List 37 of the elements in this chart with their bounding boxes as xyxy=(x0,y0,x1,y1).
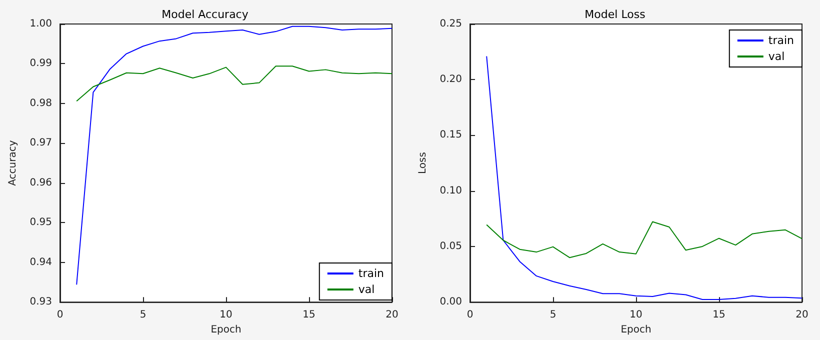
x-tick-label: 15 xyxy=(712,310,726,321)
x-tick-label: 5 xyxy=(550,310,556,321)
y-tick-label: 0.93 xyxy=(30,296,52,308)
line-series xyxy=(76,26,392,286)
legend-label: val xyxy=(768,50,785,63)
y-axis-title: Accuracy xyxy=(8,140,18,186)
y-tick-label: 1.00 xyxy=(30,18,52,30)
x-tick-label: 20 xyxy=(386,310,398,321)
chart-title: Model Accuracy xyxy=(162,8,249,21)
y-tick-label: 0.25 xyxy=(440,18,462,30)
y-tick-label: 0.15 xyxy=(440,130,462,141)
y-tick-label: 0.20 xyxy=(440,74,462,86)
x-tick-label: 5 xyxy=(140,310,146,321)
x-tick-label: 20 xyxy=(796,310,808,321)
y-tick-label: 0.95 xyxy=(30,217,52,228)
y-tick-label: 0.10 xyxy=(440,185,462,196)
x-tick-label: 15 xyxy=(302,310,316,321)
line-series xyxy=(486,221,802,258)
legend-label: val xyxy=(358,283,375,296)
y-tick-label: 0.98 xyxy=(30,98,52,109)
x-tick-label: 0 xyxy=(56,310,64,321)
x-axis-title: Epoch xyxy=(210,324,242,336)
legend-label: train xyxy=(358,267,384,280)
y-tick-label: 0.94 xyxy=(30,256,52,268)
y-tick-label: 0.00 xyxy=(440,296,462,308)
y-tick-label: 0.97 xyxy=(30,138,52,149)
x-tick-label: 10 xyxy=(630,310,642,321)
x-axis-title: Epoch xyxy=(620,324,652,336)
y-axis-title: Loss xyxy=(418,152,428,174)
chart-title: Model Loss xyxy=(584,8,646,21)
y-tick-label: 0.99 xyxy=(30,58,52,70)
y-tick-label: 0.05 xyxy=(440,240,462,252)
line-series xyxy=(76,66,392,102)
x-tick-label: 10 xyxy=(220,310,232,321)
legend-label: train xyxy=(768,34,794,47)
y-tick-label: 0.96 xyxy=(30,177,52,188)
x-tick-label: 0 xyxy=(466,310,474,321)
